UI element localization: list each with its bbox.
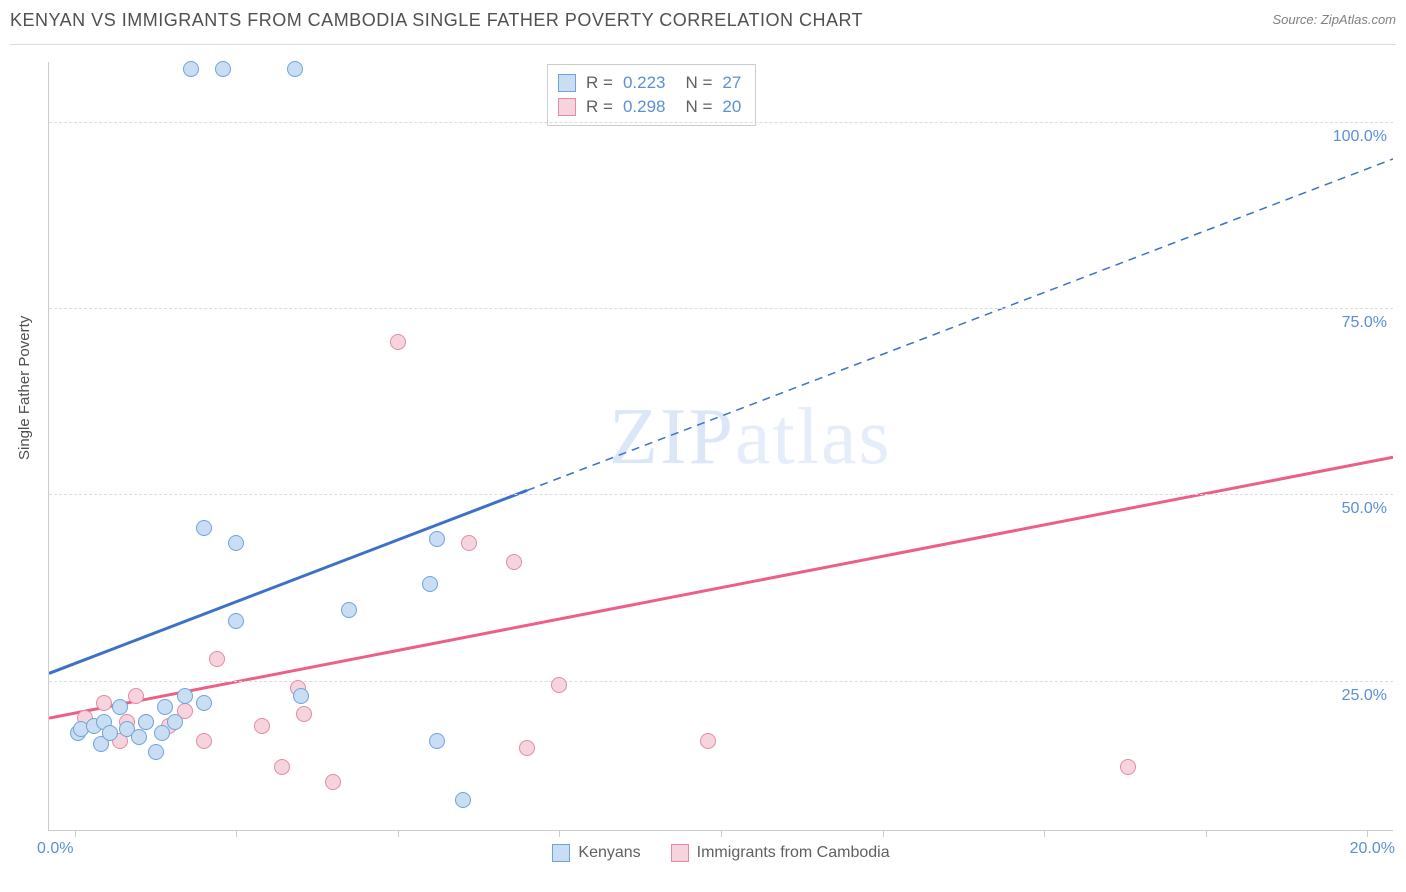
source-attribution: Source: ZipAtlas.com — [1272, 10, 1396, 27]
data-point-series-b — [325, 774, 341, 790]
data-point-series-b — [461, 535, 477, 551]
data-point-series-a — [167, 714, 183, 730]
data-point-series-a — [102, 725, 118, 741]
data-point-series-a — [157, 699, 173, 715]
x-axis-end-label: 20.0% — [1350, 840, 1395, 858]
legend-label-b: Immigrants from Cambodia — [697, 844, 890, 862]
data-point-series-b — [196, 733, 212, 749]
stat-r-b: 0.298 — [623, 97, 666, 117]
data-point-series-a — [228, 613, 244, 629]
data-point-series-b — [274, 759, 290, 775]
data-point-series-a — [154, 725, 170, 741]
x-tick — [1367, 830, 1368, 837]
x-tick — [1044, 830, 1045, 837]
chart-title: KENYAN VS IMMIGRANTS FROM CAMBODIA SINGL… — [10, 10, 863, 31]
data-point-series-b — [1120, 759, 1136, 775]
y-tick-label: 50.0% — [1342, 500, 1387, 518]
data-point-series-b — [296, 706, 312, 722]
data-point-series-b — [254, 718, 270, 734]
stat-n-b: 20 — [722, 97, 741, 117]
stats-legend: R = 0.223 N = 27 R = 0.298 N = 20 — [547, 64, 756, 126]
watermark-part-b: atlas — [735, 393, 892, 481]
gridline — [49, 494, 1393, 495]
data-point-series-a — [228, 535, 244, 551]
data-point-series-a — [287, 61, 303, 77]
swatch-series-a-icon — [552, 844, 570, 862]
stat-n-a: 27 — [722, 73, 741, 93]
watermark: ZIPatlas — [609, 392, 892, 483]
legend-item-a: Kenyans — [552, 844, 640, 862]
data-point-series-b — [506, 554, 522, 570]
data-point-series-b — [128, 688, 144, 704]
scatter-plot: ZIPatlas R = 0.223 N = 27 R = 0.298 N = … — [48, 62, 1393, 831]
data-point-series-a — [177, 688, 193, 704]
watermark-part-a: ZIP — [609, 393, 735, 481]
y-tick-label: 75.0% — [1342, 314, 1387, 332]
data-point-series-a — [196, 520, 212, 536]
x-axis-start-label: 0.0% — [37, 840, 73, 858]
gridline — [49, 681, 1393, 682]
data-point-series-a — [293, 688, 309, 704]
y-tick-label: 100.0% — [1333, 128, 1387, 146]
data-point-series-b — [209, 651, 225, 667]
gridline — [49, 122, 1393, 123]
swatch-series-b-icon — [558, 98, 576, 116]
x-tick — [1206, 830, 1207, 837]
data-point-series-a — [429, 531, 445, 547]
x-tick — [559, 830, 560, 837]
y-axis-label: Single Father Poverty — [16, 316, 33, 460]
data-point-series-a — [131, 729, 147, 745]
x-tick — [883, 830, 884, 837]
series-legend: Kenyans Immigrants from Cambodia — [49, 844, 1393, 862]
data-point-series-a — [138, 714, 154, 730]
data-point-series-a — [196, 695, 212, 711]
stat-label-r: R = — [586, 73, 613, 93]
data-point-series-b — [551, 677, 567, 693]
data-point-series-a — [183, 61, 199, 77]
data-point-series-a — [148, 744, 164, 760]
data-point-series-a — [215, 61, 231, 77]
x-tick — [721, 830, 722, 837]
data-point-series-b — [96, 695, 112, 711]
legend-item-b: Immigrants from Cambodia — [671, 844, 890, 862]
data-point-series-a — [112, 699, 128, 715]
stats-row-b: R = 0.298 N = 20 — [558, 95, 741, 119]
data-point-series-a — [341, 602, 357, 618]
trend-lines — [49, 62, 1393, 830]
x-tick — [398, 830, 399, 837]
stat-r-a: 0.223 — [623, 73, 666, 93]
data-point-series-a — [422, 576, 438, 592]
data-point-series-a — [429, 733, 445, 749]
stat-label-n: N = — [685, 97, 712, 117]
legend-label-a: Kenyans — [578, 844, 640, 862]
stats-row-a: R = 0.223 N = 27 — [558, 71, 741, 95]
swatch-series-b-icon — [671, 844, 689, 862]
swatch-series-a-icon — [558, 74, 576, 92]
data-point-series-b — [390, 334, 406, 350]
x-tick — [236, 830, 237, 837]
stat-label-n: N = — [685, 73, 712, 93]
data-point-series-b — [519, 740, 535, 756]
gridline — [49, 308, 1393, 309]
y-tick-label: 25.0% — [1342, 687, 1387, 705]
data-point-series-b — [700, 733, 716, 749]
x-tick — [75, 830, 76, 837]
stat-label-r: R = — [586, 97, 613, 117]
data-point-series-a — [455, 792, 471, 808]
